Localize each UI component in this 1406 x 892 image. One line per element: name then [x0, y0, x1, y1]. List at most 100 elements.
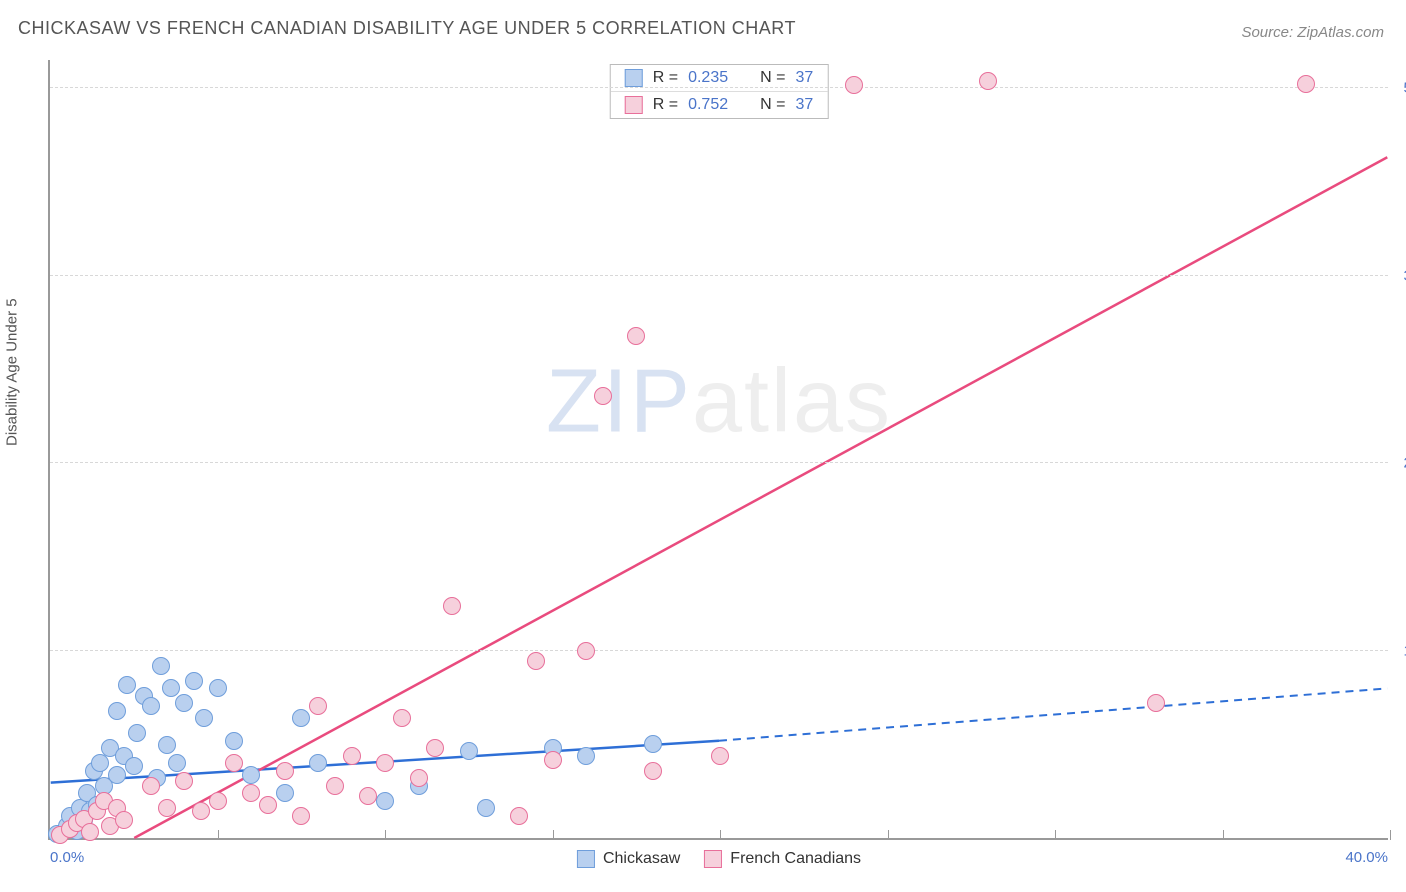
source-label: Source: ZipAtlas.com: [1241, 24, 1384, 41]
data-point-french: [276, 762, 294, 780]
data-point-french: [577, 642, 595, 660]
data-point-french: [979, 72, 997, 90]
n-label: N =: [760, 69, 785, 87]
data-point-french: [326, 777, 344, 795]
gridline: [50, 87, 1388, 88]
data-point-chickasaw: [195, 709, 213, 727]
data-point-chickasaw: [118, 676, 136, 694]
data-point-french: [242, 784, 260, 802]
watermark-zip: ZIP: [546, 352, 692, 452]
data-point-chickasaw: [168, 754, 186, 772]
data-point-french: [259, 796, 277, 814]
legend-item-chickasaw: Chickasaw: [577, 850, 680, 868]
series-label-french: French Canadians: [730, 850, 861, 868]
data-point-french: [510, 807, 528, 825]
data-point-french: [359, 787, 377, 805]
data-point-french: [158, 799, 176, 817]
data-point-french: [443, 597, 461, 615]
gridline: [50, 275, 1388, 276]
data-point-chickasaw: [162, 679, 180, 697]
n-label: N =: [760, 96, 785, 114]
data-point-french: [376, 754, 394, 772]
data-point-chickasaw: [142, 697, 160, 715]
data-point-chickasaw: [158, 736, 176, 754]
data-point-chickasaw: [225, 732, 243, 750]
n-value-chickasaw: 37: [795, 69, 813, 87]
data-point-chickasaw: [242, 766, 260, 784]
swatch-chickasaw: [625, 69, 643, 87]
data-point-chickasaw: [175, 694, 193, 712]
x-tick: [888, 830, 889, 840]
data-point-chickasaw: [152, 657, 170, 675]
data-point-french: [1297, 75, 1315, 93]
r-value-french: 0.752: [688, 96, 728, 114]
x-axis-max-label: 40.0%: [1345, 849, 1388, 866]
data-point-chickasaw: [292, 709, 310, 727]
data-point-french: [115, 811, 133, 829]
y-axis-title: Disability Age Under 5: [4, 298, 21, 446]
data-point-chickasaw: [185, 672, 203, 690]
data-point-chickasaw: [128, 724, 146, 742]
data-point-chickasaw: [309, 754, 327, 772]
data-point-chickasaw: [276, 784, 294, 802]
trend-line: [134, 157, 1387, 838]
data-point-french: [142, 777, 160, 795]
scatter-plot-area: ZIPatlas R = 0.235 N = 37 R = 0.752 N = …: [48, 60, 1388, 840]
data-point-french: [426, 739, 444, 757]
x-tick: [1223, 830, 1224, 840]
data-point-french: [209, 792, 227, 810]
data-point-french: [175, 772, 193, 790]
data-point-french: [309, 697, 327, 715]
r-label: R =: [653, 96, 678, 114]
x-axis-min-label: 0.0%: [50, 849, 84, 866]
data-point-french: [527, 652, 545, 670]
data-point-chickasaw: [108, 702, 126, 720]
data-point-french: [627, 327, 645, 345]
data-point-french: [192, 802, 210, 820]
series-label-chickasaw: Chickasaw: [603, 850, 680, 868]
watermark-atlas: atlas: [692, 352, 892, 452]
data-point-french: [343, 747, 361, 765]
legend-row-french: R = 0.752 N = 37: [611, 92, 828, 118]
trend-lines: [50, 60, 1388, 838]
trend-line: [719, 688, 1387, 740]
x-tick: [720, 830, 721, 840]
swatch-chickasaw: [577, 850, 595, 868]
r-value-chickasaw: 0.235: [688, 69, 728, 87]
data-point-french: [292, 807, 310, 825]
data-point-french: [544, 751, 562, 769]
data-point-chickasaw: [209, 679, 227, 697]
data-point-french: [711, 747, 729, 765]
swatch-french: [625, 96, 643, 114]
data-point-chickasaw: [91, 754, 109, 772]
data-point-chickasaw: [108, 766, 126, 784]
data-point-french: [225, 754, 243, 772]
data-point-french: [81, 823, 99, 841]
gridline: [50, 462, 1388, 463]
data-point-french: [393, 709, 411, 727]
r-label: R =: [653, 69, 678, 87]
series-legend: Chickasaw French Canadians: [577, 850, 861, 868]
legend-item-french: French Canadians: [704, 850, 861, 868]
data-point-chickasaw: [644, 735, 662, 753]
chart-title: CHICKASAW VS FRENCH CANADIAN DISABILITY …: [18, 18, 796, 39]
data-point-chickasaw: [376, 792, 394, 810]
data-point-chickasaw: [460, 742, 478, 760]
x-tick: [1390, 830, 1391, 840]
data-point-chickasaw: [477, 799, 495, 817]
data-point-french: [644, 762, 662, 780]
x-tick: [553, 830, 554, 840]
x-tick: [385, 830, 386, 840]
data-point-chickasaw: [125, 757, 143, 775]
data-point-french: [410, 769, 428, 787]
x-tick: [218, 830, 219, 840]
n-value-french: 37: [795, 96, 813, 114]
x-tick: [1055, 830, 1056, 840]
data-point-french: [594, 387, 612, 405]
data-point-french: [1147, 694, 1165, 712]
data-point-french: [845, 76, 863, 94]
correlation-legend: R = 0.235 N = 37 R = 0.752 N = 37: [610, 64, 829, 119]
data-point-chickasaw: [577, 747, 595, 765]
swatch-french: [704, 850, 722, 868]
gridline: [50, 650, 1388, 651]
